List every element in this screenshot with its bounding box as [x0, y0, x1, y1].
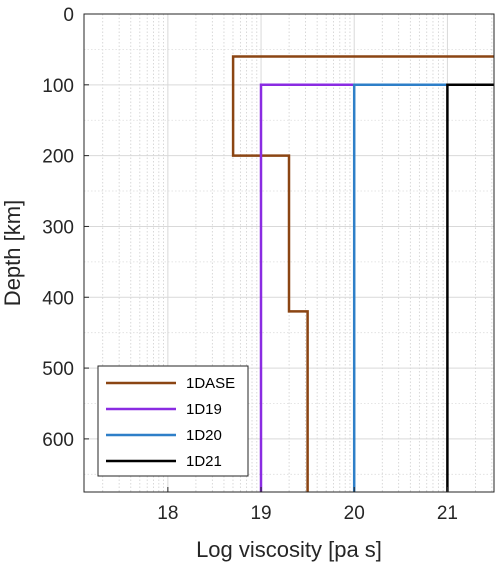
x-tick-label: 18	[157, 503, 178, 524]
plot-frame	[83, 13, 495, 493]
x-tick-label: 20	[344, 503, 365, 524]
x-tick-label: 19	[250, 503, 271, 524]
y-tick-label: 200	[42, 147, 74, 168]
series-layer	[231, 55, 494, 492]
x-axis-ticks: 18 19 20 21	[157, 487, 458, 524]
legend-box	[97, 365, 249, 477]
series-line-1d21	[446, 83, 494, 492]
minor-grid	[84, 14, 494, 492]
legend-label-1dase: 1DASE	[186, 375, 235, 392]
legend: 1DASE 1D19 1D20 1D21	[97, 365, 249, 477]
y-tick-label: 400	[42, 288, 74, 309]
y-tick-label: 100	[42, 76, 74, 97]
y-axis-ticks: 0 100 200 300 400 500 600	[42, 5, 89, 451]
y-tick-label: 500	[42, 359, 74, 380]
legend-label-1d19: 1D19	[186, 401, 222, 418]
legend-label-1d20: 1D20	[186, 427, 222, 444]
y-tick-label: 0	[63, 5, 74, 26]
legend-label-1d21: 1D21	[186, 453, 222, 470]
y-tick-label: 300	[42, 217, 74, 238]
series-line-1dase	[231, 55, 494, 492]
x-tick-label: 21	[437, 503, 458, 524]
y-axis-label: Depth [km]	[0, 200, 25, 306]
y-tick-label: 600	[42, 430, 74, 451]
x-axis-label: Log viscosity [pa s]	[196, 537, 382, 562]
